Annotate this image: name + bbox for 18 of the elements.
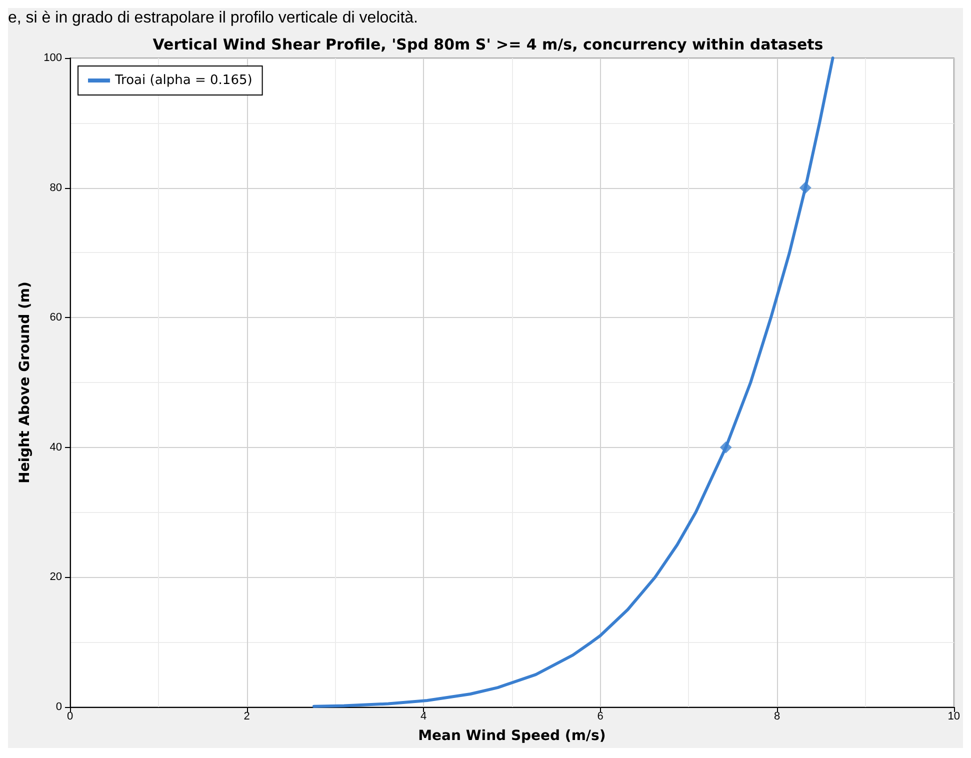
x-tick-label: 6 [597, 710, 604, 722]
y-tick-label: 80 [50, 182, 62, 194]
text: e, si è in grado di estrapolare il profilo verticale di velocità. [8, 10, 418, 26]
x-tick-label: 4 [420, 710, 427, 722]
y-axis-title: Height Above Ground (m) [17, 282, 33, 484]
y-tick-label: 40 [50, 441, 62, 454]
x-tick-label: 10 [948, 710, 960, 722]
legend-label: Troai (alpha = 0.165) [114, 73, 252, 88]
y-tick-label: 0 [56, 701, 62, 713]
x-tick-label: 2 [244, 710, 250, 722]
y-tick-label: 20 [50, 571, 62, 584]
line-series [312, 56, 834, 708]
y-tick-label: 100 [44, 52, 62, 64]
chart-title: Vertical Wind Shear Profile, 'Spd 80m S' >= 4 m/s, concurrency within datasets [152, 36, 824, 54]
x-axis-title: Mean Wind Speed (m/s) [418, 728, 606, 744]
x-tick-label: 8 [774, 710, 780, 722]
y-tick-label: 60 [50, 312, 62, 324]
x-tick-label: 0 [66, 710, 74, 722]
